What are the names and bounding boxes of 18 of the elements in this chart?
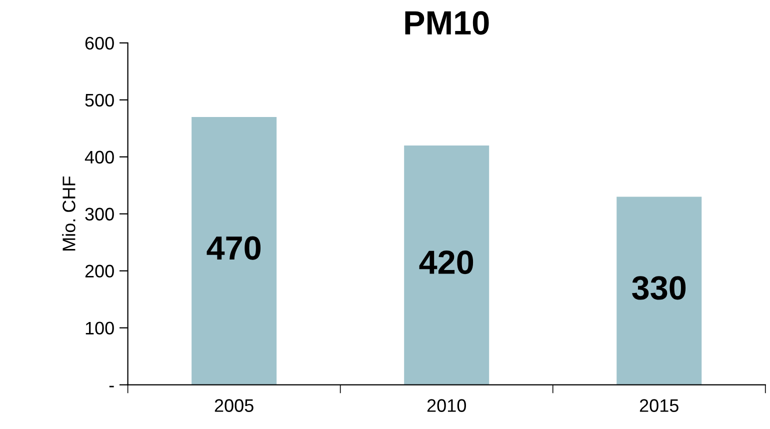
data-label: 420 [419,250,474,274]
y-tick-label: 100 [86,322,114,335]
y-tick-label: 300 [85,208,114,221]
x-tick-label: 2010 [427,399,466,412]
y-tick-label: - [109,386,114,388]
y-tick-label: 200 [85,264,114,278]
x-tick-label: 2015 [640,399,678,412]
bar [404,145,490,385]
y-tick-label: 500 [85,94,114,107]
y-tick-label: 600 [85,36,114,50]
bar [616,196,702,385]
x-tick-label: 2005 [214,399,254,412]
y-tick-label: 400 [84,150,114,164]
data-label: 330 [632,276,686,300]
chart-title: PM10 [405,11,489,35]
bar [192,116,277,385]
data-label: 470 [206,236,261,260]
y-axis-title: Mio. CHF [62,176,76,250]
